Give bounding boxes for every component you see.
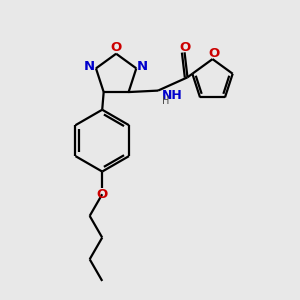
- Text: O: O: [208, 47, 220, 60]
- Text: N: N: [137, 60, 148, 74]
- Text: O: O: [110, 41, 122, 54]
- Text: O: O: [97, 188, 108, 201]
- Text: H: H: [162, 96, 169, 106]
- Text: NH: NH: [162, 89, 182, 102]
- Text: O: O: [179, 40, 190, 53]
- Text: N: N: [84, 60, 95, 74]
